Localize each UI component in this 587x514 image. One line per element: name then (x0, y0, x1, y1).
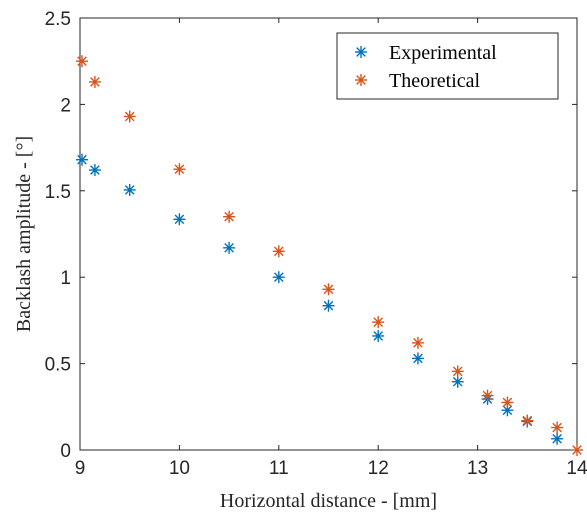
data-point-experimental (223, 241, 236, 254)
x-tick-label: 10 (169, 458, 190, 479)
data-point-theoretical (551, 421, 564, 434)
legend-box (336, 32, 559, 100)
data-point-theoretical (123, 110, 136, 123)
series-theoretical (75, 55, 583, 456)
data-point-theoretical (372, 316, 385, 329)
data-point-theoretical (481, 389, 494, 402)
x-tick-label: 11 (269, 458, 289, 479)
data-point-experimental (123, 183, 136, 196)
y-tick-label: 2.5 (45, 9, 71, 30)
data-point-theoretical (451, 365, 464, 378)
x-tick-label: 12 (368, 458, 389, 479)
data-point-experimental (75, 153, 88, 166)
data-point-experimental (173, 213, 186, 226)
data-point-experimental (322, 299, 335, 312)
data-point-theoretical (223, 210, 236, 223)
x-tick-label: 14 (566, 458, 587, 479)
data-point-experimental (372, 329, 385, 342)
y-tick-label: 0.5 (45, 355, 71, 376)
data-point-experimental (88, 164, 101, 177)
x-axis-label: Horizontal distance - [mm] (220, 490, 437, 512)
data-point-theoretical (571, 444, 583, 456)
legend-marker-experimental (355, 46, 367, 58)
data-point-experimental (411, 352, 424, 365)
data-point-theoretical (411, 336, 424, 349)
tick-labels: 9 10 11 12 13 14 0 0.5 1 1.5 2 2.5 (45, 9, 587, 479)
legend-asterisk-theoretical (355, 74, 367, 86)
data-point-theoretical (501, 396, 514, 409)
y-tick-label: 2 (60, 95, 71, 116)
data-point-experimental (451, 375, 464, 388)
x-tick-label: 13 (467, 458, 488, 479)
data-point-theoretical (521, 414, 534, 427)
legend-asterisk-experimental (355, 46, 367, 58)
legend-marker-theoretical (355, 74, 367, 86)
data-point-theoretical (88, 75, 101, 88)
data-point-theoretical (75, 55, 88, 68)
data-point-experimental (272, 271, 285, 284)
y-axis-label: Backlash amplitude - [°] (13, 136, 35, 332)
legend-label-theoretical: Theoretical (389, 70, 480, 92)
data-point-theoretical (322, 283, 335, 296)
y-tick-label: 1.5 (45, 182, 71, 203)
y-tick-label: 1 (60, 268, 71, 289)
x-tick-label: 9 (75, 458, 86, 479)
legend-label-experimental: Experimental (389, 42, 497, 64)
y-tick-label: 0 (60, 441, 71, 462)
data-point-theoretical (173, 163, 186, 176)
data-point-theoretical (272, 245, 285, 258)
data-point-experimental (551, 432, 564, 445)
legend: Experimental Theoretical (336, 32, 559, 100)
data-series (75, 55, 583, 456)
